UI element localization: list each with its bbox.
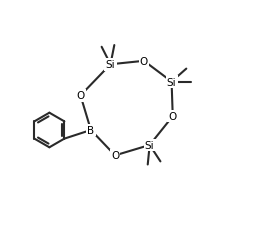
Text: O: O [169, 112, 177, 122]
Text: Si: Si [167, 77, 176, 87]
Text: O: O [76, 91, 85, 101]
Text: Si: Si [106, 60, 115, 70]
Text: B: B [87, 125, 95, 135]
Text: O: O [111, 151, 119, 161]
Text: Si: Si [145, 140, 155, 150]
Text: O: O [140, 57, 148, 67]
